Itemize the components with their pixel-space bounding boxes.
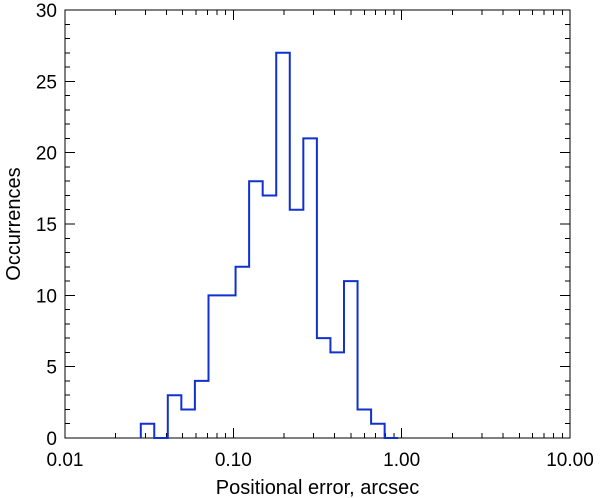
histogram-bin (168, 395, 182, 438)
x-tick-label: 1.00 (383, 450, 420, 471)
x-tick-label: 0.01 (47, 450, 84, 471)
histogram-bin (141, 424, 154, 438)
y-tick-label: 15 (36, 215, 57, 236)
histogram-bin (303, 138, 317, 438)
y-tick-label: 10 (36, 286, 57, 307)
histogram-bin (276, 53, 290, 438)
histogram-bin (249, 181, 263, 438)
y-axis-title: Occurrences (3, 167, 25, 280)
histogram-bin (317, 338, 331, 438)
histogram-bin (290, 210, 304, 438)
y-tick-label: 5 (46, 358, 57, 379)
histogram-bin (222, 295, 236, 438)
x-tick-label: 10.00 (546, 450, 594, 471)
histogram-bin (209, 295, 223, 438)
x-axis-ticks: 0.01 0.10 1.00 10.00 (47, 10, 594, 471)
histogram-bin (181, 409, 195, 438)
histogram-bin (195, 381, 209, 438)
y-axis-ticks: 0 5 10 15 20 25 30 (36, 1, 570, 450)
histogram-bars (141, 53, 385, 438)
histogram-bin (344, 281, 358, 438)
y-tick-label: 20 (36, 144, 57, 165)
histogram-step-line (139, 51, 399, 439)
x-tick-label: 0.10 (215, 450, 252, 471)
y-tick-label: 25 (36, 72, 57, 93)
y-tick-label: 30 (36, 1, 57, 22)
histogram-bin (371, 424, 385, 438)
y-tick-label: 0 (46, 429, 57, 450)
histogram-bin (236, 267, 250, 438)
histogram-bin (263, 195, 277, 438)
x-axis-title: Positional error, arcsec (216, 477, 419, 498)
histogram-bin (330, 352, 344, 438)
